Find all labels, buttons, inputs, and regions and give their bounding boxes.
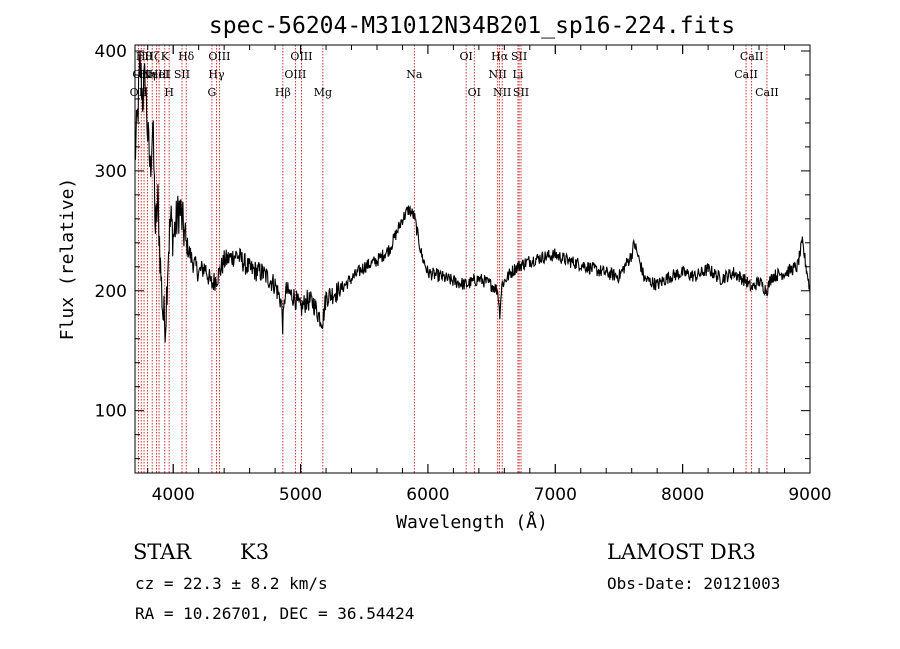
tick-label: 200 <box>95 282 127 302</box>
coordinates: RA = 10.26701, DEC = 36.54424 <box>135 604 414 623</box>
tick-label: 7000 <box>534 485 577 505</box>
spectral-line-label: OIII <box>208 50 230 63</box>
spectral-line-label: OI <box>468 86 481 99</box>
object-subclass: K3 <box>240 540 269 564</box>
observation-date: Obs-Date: 20121003 <box>607 574 780 593</box>
object-class: STAR <box>133 540 192 564</box>
spectral-line-label: Na <box>406 68 423 81</box>
tick-label: 9000 <box>788 485 831 505</box>
spectral-line-label: SII <box>511 50 527 63</box>
spectral-line-label: K <box>161 50 170 63</box>
spectral-line-label: Hγ <box>208 68 225 81</box>
spectral-line-label: OIII <box>290 50 312 63</box>
spectral-line-label: NII <box>489 68 507 81</box>
y-axis-label: Flux (relative) <box>57 178 78 341</box>
chart-title: spec-56204-M31012N34B201_sp16-224.fits <box>209 13 735 39</box>
tick-label: 8000 <box>661 485 704 505</box>
spectrum-series-line <box>134 51 811 343</box>
spectral-line-label: HeI <box>149 68 169 81</box>
spectral-line-label: CaII <box>740 50 764 63</box>
tick-label: 5000 <box>279 485 322 505</box>
spectral-line-markers: OIIOIIHθHηHζNeIIIHeIKHSIIHδGHγOIIIHβOIII… <box>130 45 779 473</box>
plot-frame <box>134 44 811 474</box>
spectral-line-label: CaII <box>734 68 758 81</box>
spectral-line-label: Mg <box>314 86 332 99</box>
spectral-line-label: Hζ <box>144 50 160 63</box>
tick-label: 6000 <box>406 485 449 505</box>
spectral-line-label: SII <box>174 68 190 81</box>
tick-label: 100 <box>95 402 127 422</box>
spectral-line-label: OI <box>459 50 472 63</box>
spectral-line-label: Hδ <box>178 50 195 63</box>
tick-label: 4000 <box>152 485 195 505</box>
axis-ticks: 4000 5000 6000 7000 8000 9000 100 200 300 400 <box>95 42 832 505</box>
spectral-line-label: H <box>164 86 174 99</box>
x-axis-label: Wavelength (Å) <box>396 511 548 533</box>
spectral-line-label: NII <box>493 86 511 99</box>
spectral-line-label: Hβ <box>275 86 291 99</box>
spectral-line-label: SII <box>513 86 529 99</box>
spectral-line-label: NeIII <box>142 68 171 81</box>
spectral-line-label: Li <box>513 68 524 81</box>
survey-name: LAMOST DR3 <box>607 540 756 564</box>
redshift-cz: cz = 22.3 ± 8.2 km/s <box>135 574 328 593</box>
spectral-line-label: Hα <box>491 50 509 63</box>
spectral-line-label: G <box>208 86 217 99</box>
tick-label: 400 <box>95 42 127 62</box>
tick-label: 300 <box>95 162 127 182</box>
spectral-line-label: OIII <box>284 68 306 81</box>
spectral-line-label: CaII <box>755 86 779 99</box>
